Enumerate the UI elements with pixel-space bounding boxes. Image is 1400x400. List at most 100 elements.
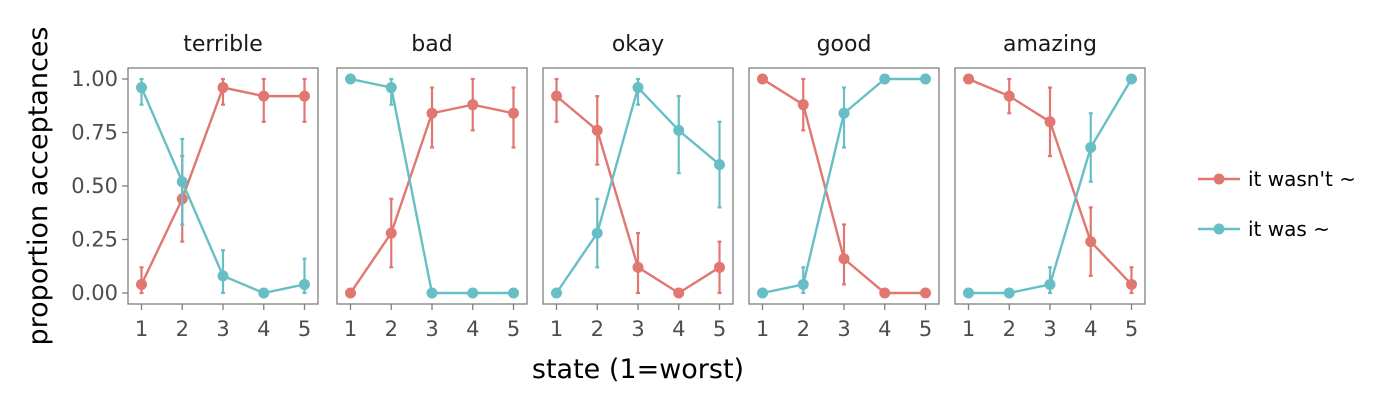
chart-panels: terrible 1 2 3 4 5 0.00 0.25 0.50 0.75 1.00 bad 1 2 3 4… [71,32,1146,341]
series-it-was [757,73,931,299]
data-point [879,73,891,85]
series-it-wasnt [551,77,725,299]
x-tick-label: 1 [135,317,148,341]
data-point [632,82,644,94]
data-point [879,287,891,299]
data-point [920,287,931,299]
data-point [467,99,479,111]
x-tick-label: 5 [298,317,311,341]
data-point [217,82,229,94]
y-tick-label: 1.00 [71,67,118,91]
facet-title: amazing [1003,32,1097,57]
facet-title: terrible [183,32,263,57]
panel-bad: bad 1 2 3 4 5 [336,32,528,341]
y-axis-title: proportion acceptances [23,27,54,346]
x-tick-label: 5 [1125,317,1138,341]
data-point [963,287,974,299]
data-point [299,90,310,102]
series-it-was [136,77,310,299]
legend-label: it was ~ [1248,217,1330,241]
data-point [345,287,356,299]
x-tick-label: 1 [756,317,769,341]
data-point [258,287,270,299]
x-tick-label: 3 [837,317,850,341]
facet-title: good [817,32,872,57]
facet-title: okay [612,32,664,57]
y-tick-label: 0.75 [71,121,118,145]
data-point [467,287,479,299]
data-point [714,159,725,171]
x-tick-label: 3 [425,317,438,341]
data-point [757,287,768,299]
data-point [963,73,974,85]
data-point [385,82,397,94]
panel-okay: okay 1 2 3 4 5 [542,32,734,341]
data-point [385,227,397,239]
x-tick-label: 2 [797,317,810,341]
x-tick-label: 5 [713,317,726,341]
x-tick-label: 1 [962,317,975,341]
x-axis-title: state (1=worst) [532,354,744,385]
x-tick-label: 4 [672,317,685,341]
data-point [176,176,188,188]
legend-item: it was ~ [1198,217,1330,241]
series-it-was [345,73,519,299]
x-tick-label: 1 [344,317,357,341]
data-point [591,227,603,239]
series-it-was [963,73,1137,299]
data-point [632,261,644,273]
data-point [797,99,809,111]
data-point [838,107,850,119]
data-point [591,124,603,136]
data-point [1044,116,1056,128]
x-tick-label: 4 [257,317,270,341]
x-tick-label: 2 [1003,317,1016,341]
x-tick-label: 3 [1043,317,1056,341]
data-point [508,107,519,119]
data-point [508,287,519,299]
data-point [136,278,147,290]
panel-terrible: terrible 1 2 3 4 5 0.00 0.25 0.50 0.75 1.00 [71,32,319,341]
data-point [551,287,562,299]
data-point [136,82,147,94]
panel-good: good 1 2 3 4 5 [748,32,940,341]
y-tick-label: 0.50 [71,174,118,198]
y-tick-label: 0.25 [71,228,118,252]
x-tick-label: 2 [591,317,604,341]
data-point [1085,236,1097,248]
data-point [920,73,931,85]
x-tick-label: 5 [919,317,932,341]
y-tick-label: 0.00 [71,281,118,305]
legend-key-point [1213,173,1225,185]
panel-amazing: amazing 1 2 3 4 5 [954,32,1146,341]
data-point [838,253,850,265]
data-point [797,278,809,290]
x-tick-label: 4 [1084,317,1097,341]
legend-label: it wasn't ~ [1248,167,1356,191]
x-tick-label: 2 [385,317,398,341]
data-point [714,261,725,273]
series-it-wasnt [345,77,519,299]
data-point [673,124,685,136]
legend: it wasn't ~ it was ~ [1198,167,1356,241]
x-tick-label: 3 [216,317,229,341]
data-point [1126,278,1137,290]
data-point [258,90,270,102]
data-point [345,73,356,85]
data-point [1126,73,1137,85]
data-point [1044,278,1056,290]
series-it-wasnt [757,73,931,299]
data-point [217,270,229,282]
x-tick-label: 1 [550,317,563,341]
data-point [426,287,438,299]
data-point [1003,287,1015,299]
data-point [673,287,685,299]
data-point [299,278,310,290]
facet-title: bad [411,32,452,57]
x-tick-label: 4 [466,317,479,341]
x-tick-label: 2 [176,317,189,341]
x-tick-label: 3 [631,317,644,341]
legend-key-point [1213,223,1225,235]
series-it-was [551,77,725,299]
